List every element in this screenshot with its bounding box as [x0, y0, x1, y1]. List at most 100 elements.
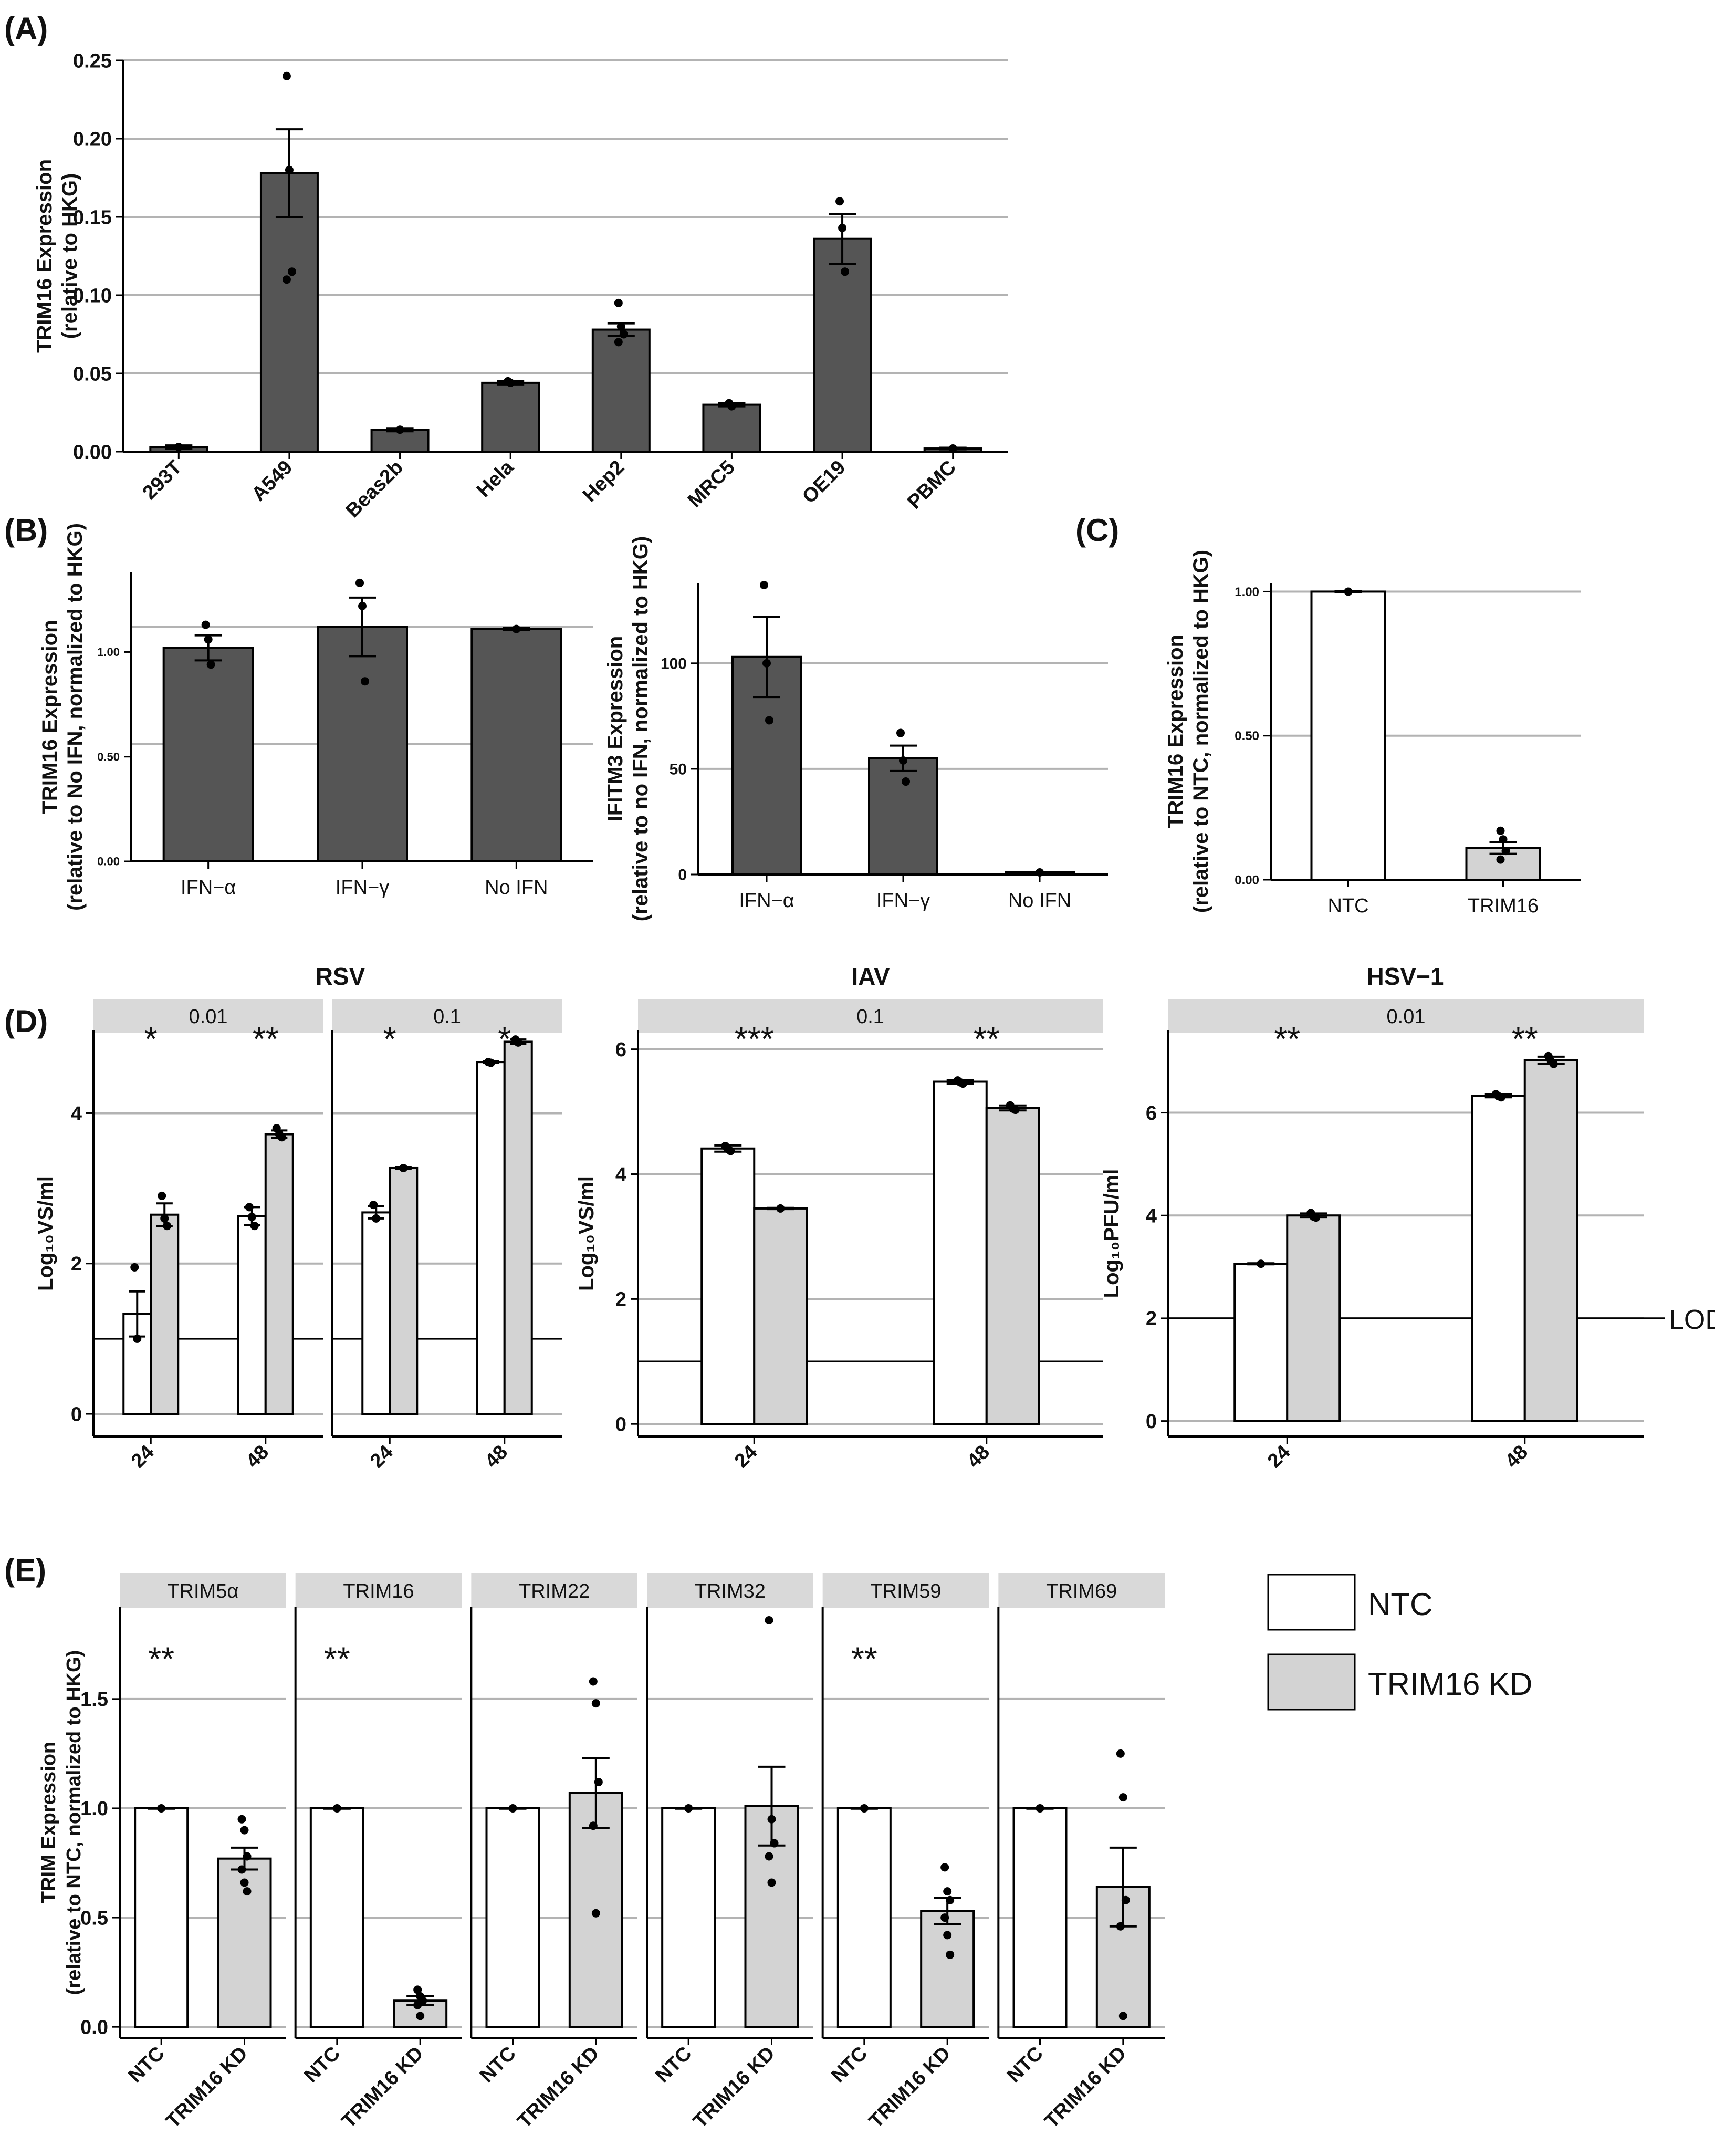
data-point: [163, 1222, 172, 1231]
y-tick-label: 1.00: [1235, 585, 1259, 599]
data-point: [614, 338, 623, 347]
significance-annotation: **: [148, 1640, 174, 1678]
data-point: [285, 165, 294, 174]
y-tick-label: 2: [615, 1289, 626, 1311]
data-point: [514, 1038, 522, 1047]
data-point: [614, 298, 623, 307]
bar: [503, 1040, 533, 1415]
data-point: [512, 624, 521, 633]
y-tick-label: 0.00: [73, 441, 112, 463]
legend-swatch-ntc: [1267, 1574, 1356, 1631]
y-tick-label: 1.0: [80, 1798, 108, 1820]
chart-title: IAV: [851, 963, 890, 990]
strip-label: 0.01: [1387, 1006, 1426, 1028]
data-point: [1257, 1259, 1266, 1268]
data-point: [765, 1616, 773, 1624]
data-point: [1549, 1059, 1558, 1068]
bar: [920, 1910, 975, 2028]
y-tick-label: 4: [615, 1164, 626, 1186]
bar: [476, 1061, 506, 1415]
y-tick-label: 6: [1146, 1102, 1157, 1124]
bar: [361, 1211, 391, 1415]
data-point: [1496, 826, 1505, 835]
data-point: [946, 1895, 955, 1904]
data-point: [130, 1263, 139, 1272]
data-point: [486, 1058, 495, 1067]
data-point: [358, 601, 367, 610]
data-point: [1116, 1922, 1125, 1931]
significance-annotation: **: [1274, 1020, 1300, 1058]
data-point: [841, 267, 850, 276]
data-point: [250, 1222, 259, 1231]
panel-b2: IFN−α IFN−γ No IFN 0 50 100 IFITM3 Expression(…: [604, 536, 1108, 921]
bar: [868, 757, 938, 876]
data-point: [770, 1839, 779, 1848]
data-point: [776, 1204, 785, 1213]
data-point: [1344, 587, 1353, 596]
strip-label: 0.1: [433, 1006, 461, 1028]
data-point: [765, 716, 773, 725]
strip-label: TRIM59: [870, 1580, 941, 1602]
data-point: [237, 1865, 246, 1874]
y-tick-label: 0.5: [80, 1907, 108, 1929]
strip-bg: [295, 1573, 462, 1608]
bar: [1233, 1263, 1289, 1422]
panel-label: (B): [4, 513, 48, 548]
data-point: [940, 1863, 949, 1872]
y-axis-label: (relative to no IFN, normalized to HKG): [629, 536, 652, 921]
data-point: [243, 1852, 252, 1861]
bar: [1310, 590, 1386, 881]
x-tick-label: IFN−γ: [876, 890, 930, 912]
bar: [162, 647, 254, 862]
y-tick-label: 1.00: [97, 645, 120, 659]
significance-annotation: **: [974, 1020, 1000, 1058]
x-tick-label: No IFN: [1008, 890, 1071, 912]
panel-label: (A): [4, 11, 48, 46]
data-point: [1312, 1213, 1321, 1222]
strip-label: TRIM5α: [167, 1580, 238, 1602]
y-axis-label: (relative to NTC, normalized to HKG): [1189, 550, 1212, 913]
y-axis-label: IFITM3 Expression: [604, 636, 627, 821]
data-point: [287, 267, 296, 276]
data-point: [361, 677, 369, 686]
significance-annotation: *: [383, 1020, 396, 1058]
bar: [259, 172, 319, 453]
data-point: [589, 1677, 598, 1686]
y-axis-label: TRIM16 Expression: [1164, 634, 1187, 828]
bar: [985, 1107, 1040, 1425]
data-point: [946, 1950, 955, 1959]
strip-bg: [332, 999, 562, 1033]
bar: [933, 1080, 988, 1425]
data-point: [277, 1133, 286, 1142]
data-point: [201, 620, 210, 629]
y-tick-label: 0: [615, 1414, 626, 1436]
data-point: [206, 660, 215, 669]
strip-bg: [471, 1573, 637, 1608]
strip-label: TRIM32: [695, 1580, 766, 1602]
panel-c: NTC TRIM16 0.00 0.50 1.00 TRIM16 Expression (r…: [1075, 513, 1581, 917]
y-tick-label: 0.0: [80, 2016, 108, 2038]
y-tick-label: 0.00: [1235, 873, 1259, 887]
data-point: [416, 2012, 425, 2020]
bar: [591, 328, 651, 453]
data-point: [1501, 847, 1510, 856]
bar: [661, 1807, 716, 2028]
bar: [1012, 1807, 1068, 2028]
strip-label: TRIM22: [519, 1580, 590, 1602]
x-tick-label: IFN−α: [181, 877, 236, 899]
x-tick-label: NTC: [1327, 895, 1368, 917]
chart-title: RSV: [316, 963, 365, 990]
y-axis-label: (relative to No IFN, normalized to HKG): [64, 523, 87, 911]
legend-label-ntc: NTC: [1368, 1587, 1432, 1622]
data-point: [899, 756, 907, 765]
y-axis-label: (relative to HKG): [58, 173, 81, 339]
chart-title: HSV−1: [1366, 963, 1444, 990]
reference-line-label: LOD: [1669, 1305, 1715, 1335]
bar: [389, 1166, 419, 1415]
data-point: [902, 777, 910, 786]
data-point: [896, 728, 905, 737]
data-point: [835, 197, 844, 206]
panel-label: (D): [4, 1004, 48, 1039]
significance-annotation: *: [144, 1020, 158, 1058]
